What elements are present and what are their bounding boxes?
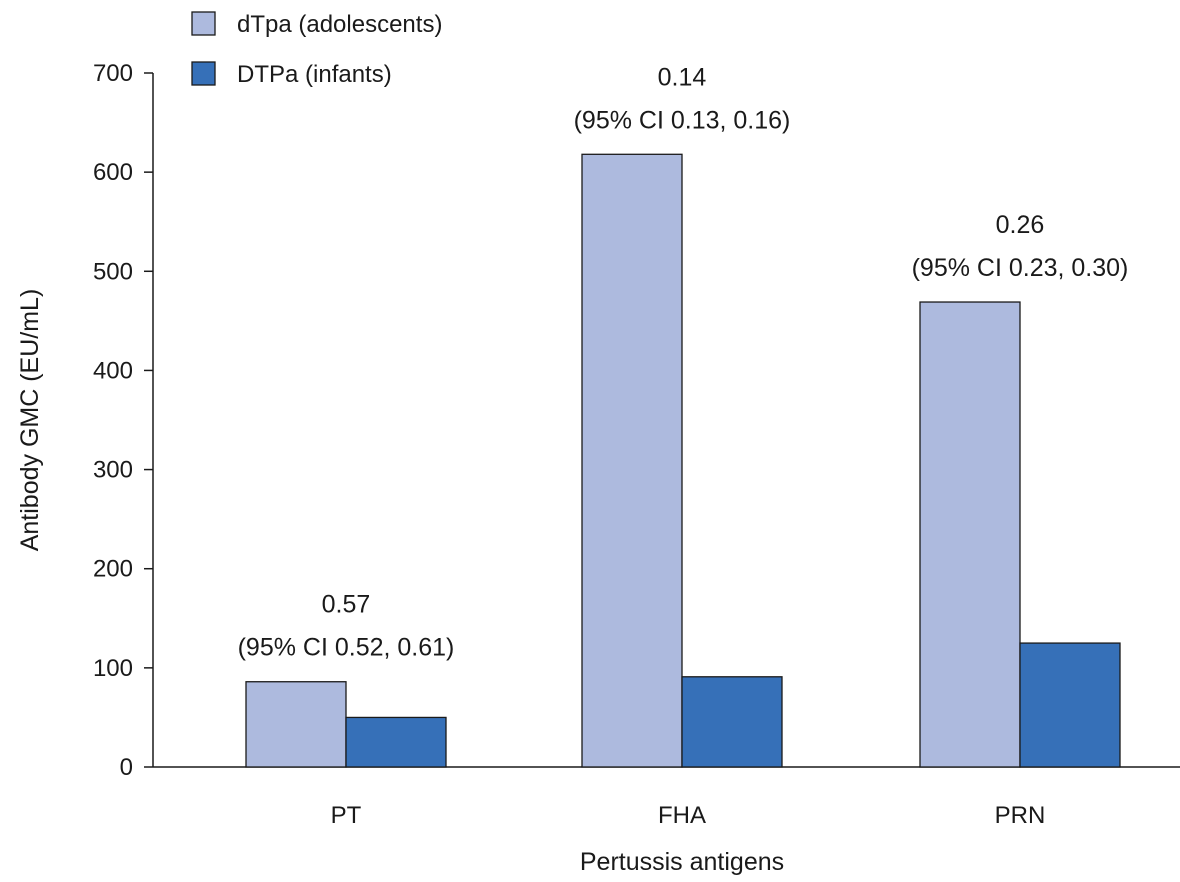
y-tick-label: 500 [93,258,133,285]
bar-prn-series-1 [919,301,1021,768]
x-tick-label: FHA [658,802,706,829]
annotation-ratio: 0.57 [322,591,371,619]
annotation-ratio: 0.14 [658,63,707,91]
y-tick-label: 100 [93,655,133,682]
y-axis: 0 100 200 300 400 500 600 700 [93,60,154,781]
annotation-ratio: 0.26 [996,211,1045,239]
y-tick-label: 300 [93,457,133,484]
annotation-ci: (95% CI 0.13, 0.16) [574,106,791,134]
bar-pt-series-1 [245,681,347,768]
y-axis-title: Antibody GMC (EU/mL) [16,289,44,552]
y-tick-label: 400 [93,357,133,384]
y-tick-label: 200 [93,556,133,583]
bar-pt-series-2 [345,716,447,768]
legend-swatch [191,11,216,36]
chart-legend: dTpa (adolescents) DTPa (infants) [191,11,442,88]
y-tick-label: 0 [120,754,133,781]
legend-label: dTpa (adolescents) [237,11,442,38]
x-axis: PT FHA PRN [153,766,1180,829]
x-tick-label: PT [331,802,362,829]
annotation-ci: (95% CI 0.52, 0.61) [238,634,455,662]
legend-label: DTPa (infants) [237,61,392,88]
y-tick-label: 700 [93,60,133,87]
y-tick-label: 600 [93,159,133,186]
x-tick-label: PRN [995,802,1046,829]
bar-prn-series-2 [1019,642,1121,768]
legend-swatch [191,61,216,86]
x-axis-title: Pertussis antigens [580,848,784,876]
bar-fha-series-1 [581,153,683,768]
annotation-ci: (95% CI 0.23, 0.30) [912,254,1129,282]
bar-fha-series-2 [681,676,783,768]
annotations: 0.57 (95% CI 0.52, 0.61) 0.14 (95% CI 0.13,… [238,63,1129,661]
bars [245,153,1121,768]
